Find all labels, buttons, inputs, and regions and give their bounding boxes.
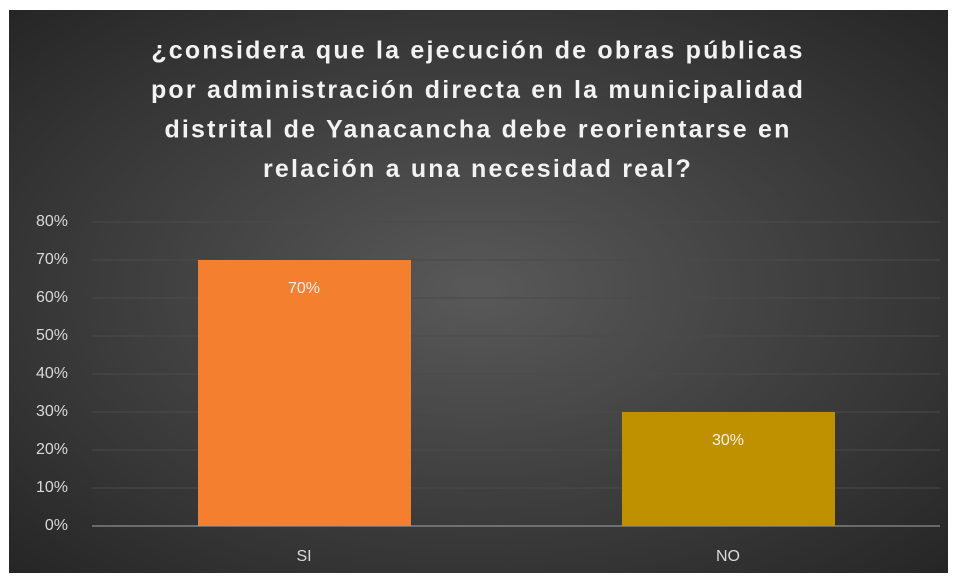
y-tick-label: 50% xyxy=(36,327,68,344)
chart-title: distrital de Yanacancha debe reorientars… xyxy=(164,116,791,144)
x-tick-label: SI xyxy=(296,548,311,565)
bar xyxy=(198,260,411,526)
data-label: 30% xyxy=(712,432,744,449)
y-tick-label: 30% xyxy=(36,403,68,420)
y-tick-label: 20% xyxy=(36,441,68,458)
y-tick-label: 70% xyxy=(36,251,68,268)
y-tick-label: 0% xyxy=(45,517,68,534)
chart-title: relación a una necesidad real? xyxy=(263,155,693,183)
y-tick-label: 80% xyxy=(36,213,68,230)
data-label: 70% xyxy=(288,280,320,297)
y-tick-label: 10% xyxy=(36,479,68,496)
x-tick-label: NO xyxy=(716,548,740,565)
bar xyxy=(622,412,835,526)
y-tick-label: 60% xyxy=(36,289,68,306)
y-tick-label: 40% xyxy=(36,365,68,382)
chart-title: ¿considera que la ejecución de obras púb… xyxy=(151,37,804,65)
chart-title: por administración directa en la municip… xyxy=(151,76,805,104)
